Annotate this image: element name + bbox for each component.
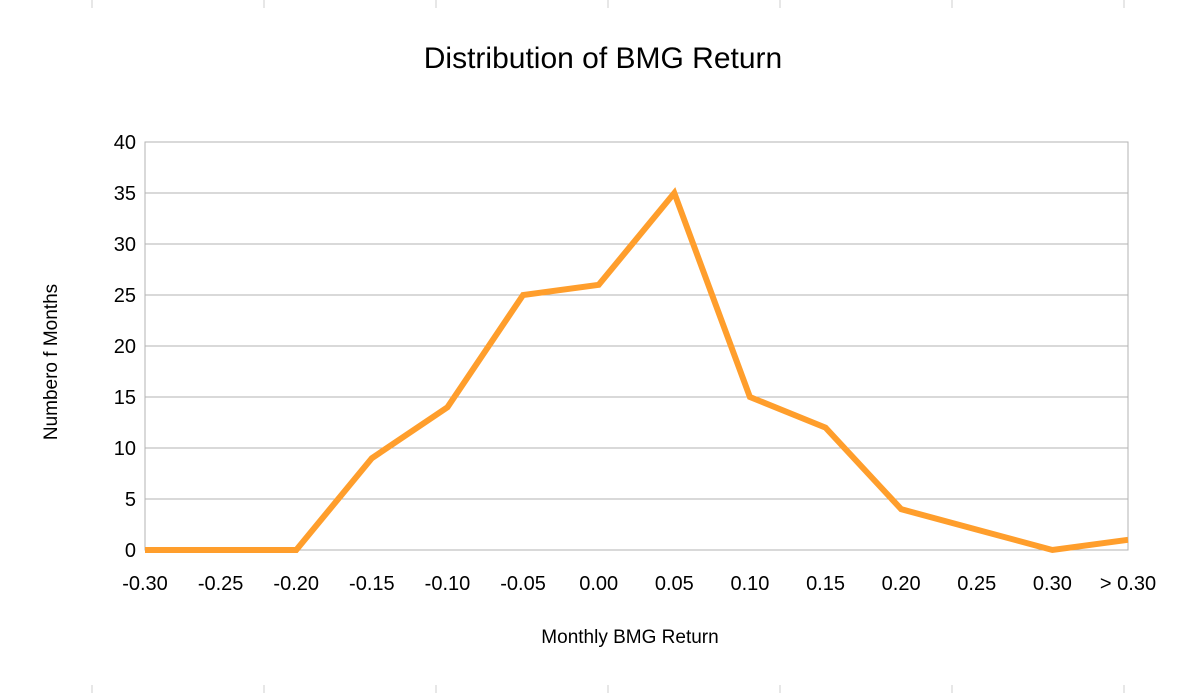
x-tick-label: 0.25 xyxy=(957,573,996,595)
x-tick-label: 0.15 xyxy=(806,573,845,595)
x-tick-label: 0.20 xyxy=(882,573,921,595)
x-tick-label: > 0.30 xyxy=(1100,573,1156,595)
x-tick-label: 0.30 xyxy=(1033,573,1072,595)
x-tick-label: -0.05 xyxy=(500,573,546,595)
gridlines xyxy=(145,141,1128,551)
x-axis-label: Monthly BMG Return xyxy=(541,627,718,648)
y-tick-label: 20 xyxy=(114,336,136,358)
x-tick-label: 0.05 xyxy=(655,573,694,595)
y-tick-label: 25 xyxy=(114,285,136,307)
series-line xyxy=(145,187,1129,554)
y-tick-label: 10 xyxy=(114,438,136,460)
y-axis-ticks: 0 5 10 15 20 25 30 35 40 xyxy=(114,132,136,562)
y-tick-label: 35 xyxy=(114,183,136,205)
x-tick-label: 0.10 xyxy=(730,573,769,595)
chart-title: Distribution of BMG Return xyxy=(424,42,782,75)
y-tick-label: 0 xyxy=(125,540,136,562)
y-tick-label: 30 xyxy=(114,234,136,256)
y-tick-label: 40 xyxy=(114,132,136,154)
x-tick-label: 0.00 xyxy=(579,573,618,595)
y-tick-label: 5 xyxy=(125,489,136,511)
y-axis-label: Numbero f Months xyxy=(41,284,62,440)
x-axis-ticks: -0.30 -0.25 -0.20 -0.15 -0.10 -0.05 0.00 0.05 0.… xyxy=(122,573,1156,595)
series-group xyxy=(145,187,1129,554)
x-tick-label: -0.20 xyxy=(273,573,319,595)
x-tick-label: -0.30 xyxy=(122,573,168,595)
plot-area xyxy=(144,141,1129,551)
y-tick-label: 15 xyxy=(114,387,136,409)
x-tick-label: -0.25 xyxy=(198,573,244,595)
x-tick-label: -0.15 xyxy=(349,573,395,595)
page-edge-ticks xyxy=(91,0,1125,693)
x-tick-label: -0.10 xyxy=(425,573,471,595)
